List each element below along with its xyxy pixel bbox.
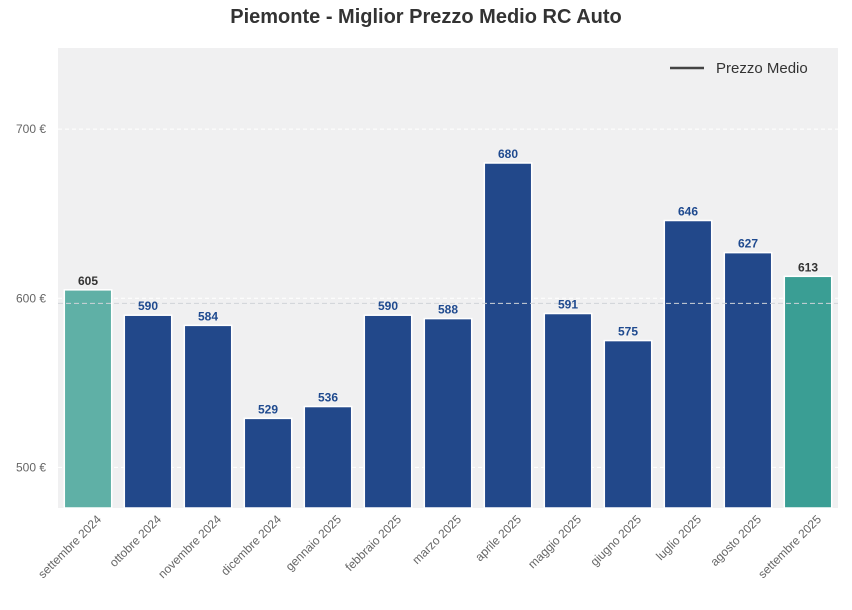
legend-label: Prezzo Medio [716,60,808,77]
bars [63,162,833,509]
bar-value-label: 590 [378,299,398,313]
x-tick-label: ottobre 2024 [107,512,165,570]
bar-value-label: 627 [738,237,758,251]
bar [783,275,833,509]
bar [543,312,593,509]
y-tick-label: 700 € [16,122,46,136]
bar-value-label: 588 [438,303,458,317]
x-tick-label: agosto 2025 [708,512,765,569]
x-tick-label: novembre 2024 [155,512,224,581]
x-tick-label: aprile 2025 [472,512,524,564]
legend: Prezzo Medio [670,60,808,77]
x-tick-label: giugno 2025 [587,512,644,569]
bar-value-label: 590 [138,299,158,313]
bar-value-label: 680 [498,147,518,161]
x-tick-label: febbraio 2025 [342,512,404,574]
x-tick-label: settembre 2025 [755,512,824,581]
x-tick-label: marzo 2025 [409,512,464,567]
bar [603,339,653,509]
bar [423,317,473,509]
bar [243,417,293,509]
bar-value-label: 591 [558,298,578,312]
bar-value-label: 529 [258,402,278,416]
bar-value-label: 613 [798,260,818,274]
chart-title: Piemonte - Miglior Prezzo Medio RC Auto [230,6,622,28]
bar [303,405,353,509]
bar-value-label: 646 [678,205,698,219]
bar-value-label: 605 [78,274,98,288]
y-tick-label: 600 € [16,291,46,305]
x-tick-label: luglio 2025 [653,512,704,563]
bar [363,314,413,509]
bar [183,324,233,509]
x-tick-label: dicembre 2024 [218,512,284,578]
bar [123,314,173,509]
bar-value-label: 536 [318,391,338,405]
bar-value-label: 575 [618,325,638,339]
x-tick-label: maggio 2025 [525,512,584,571]
x-tick-label: settembre 2024 [35,512,104,581]
bar [663,219,713,509]
bar [723,251,773,509]
x-tick-label: gennaio 2025 [283,512,345,574]
bar-value-label: 584 [198,309,218,323]
bar [63,289,113,509]
bar [483,162,533,509]
y-tick-label: 500 € [16,460,46,474]
